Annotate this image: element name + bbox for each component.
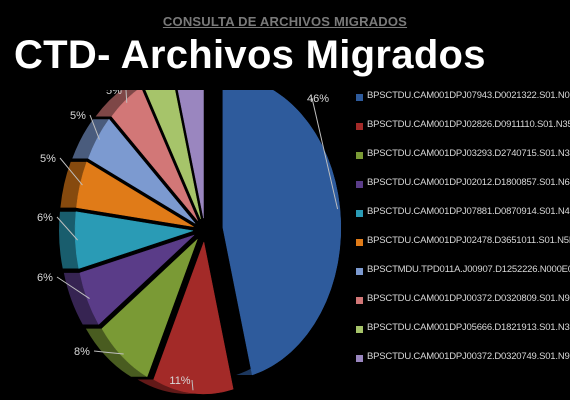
leader-line-2 (191, 379, 194, 391)
data-label-4: 6% (37, 272, 53, 284)
chart-title: CONSULTA DE ARCHIVOS MIGRADOS (162, 14, 408, 29)
data-label-7: 5% (70, 110, 86, 122)
pie-slice-side-5 (59, 211, 79, 269)
leader-line-3 (93, 350, 124, 355)
legend-item-5: BPSCTDU.CAM001DPJ07881.D0870914.S01.N47B… (356, 204, 570, 233)
legend-swatch (356, 239, 363, 246)
legend-item-4: BPSCTDU.CAM001DPJ02012.D1800857.S01.N64A… (356, 175, 570, 204)
legend-swatch (356, 123, 363, 130)
legend-item-8: BPSCTDU.CAM001DPJ00372.D0320809.S01.N9C4… (356, 291, 570, 320)
legend-item-6: BPSCTDU.CAM001DPJ02478.D3651011.S01.N5EF… (356, 233, 570, 262)
legend: BPSCTDU.CAM001DPJ07943.D0021322.S01.N009… (356, 88, 570, 378)
title-banner (0, 30, 538, 90)
legend-swatch (356, 326, 363, 333)
leader-line-6 (59, 157, 83, 186)
legend-swatch (356, 210, 363, 217)
pie-slice-6[interactable] (76, 161, 194, 227)
legend-swatch (356, 152, 363, 159)
pie-slice-side-2 (137, 379, 234, 394)
legend-item-7: BPSCTMDU.TPD011A.J00907.D1252226.N000E00 (356, 262, 570, 291)
legend-item-9: BPSCTDU.CAM001DPJ05666.D1821913.S01.N32C… (356, 320, 570, 349)
legend-label: BPSCTDU.CAM001DPJ07881.D0870914.S01.N47B… (367, 206, 570, 217)
pie-slice-1[interactable] (222, 75, 342, 376)
legend-label: BPSCTDU.CAM001DPJ02012.D1800857.S01.N64A… (367, 177, 570, 188)
legend-label: BPSCTDU.CAM001DPJ07943.D0021322.S01.N009… (367, 90, 570, 101)
pie-slice-side-7 (72, 119, 110, 159)
pie-slice-5[interactable] (74, 211, 194, 269)
legend-label: BPSCTDU.CAM001DPJ03293.D2740715.S01.N34D… (367, 148, 570, 159)
pie-slice-7[interactable] (88, 118, 196, 224)
pie-slice-side-3 (85, 328, 148, 377)
legend-item-2: BPSCTDU.CAM001DPJ02826.D0911110.S01.N35B… (356, 117, 570, 146)
legend-label: BPSCTDU.CAM001DPJ05666.D1821913.S01.N32C… (367, 322, 570, 333)
leader-line-5 (56, 216, 78, 241)
legend-swatch (356, 297, 363, 304)
leader-line-7 (89, 114, 100, 140)
banner-title: CTD- Archivos Migrados (14, 33, 486, 77)
data-label-1: 46% (307, 93, 329, 105)
pie-slice-side-4 (63, 272, 99, 325)
pie-slice-side-6 (60, 161, 87, 208)
data-label-3: 8% (74, 346, 90, 358)
leader-line-4 (56, 276, 90, 299)
legend-item-1: BPSCTDU.CAM001DPJ07943.D0021322.S01.N009… (356, 88, 570, 117)
legend-label: BPSCTDU.CAM001DPJ02826.D0911110.S01.N35B… (367, 119, 570, 130)
data-label-2: 11% (169, 375, 190, 387)
legend-swatch (356, 268, 363, 275)
legend-label: BPSCTMDU.TPD011A.J00907.D1252226.N000E00 (367, 264, 570, 275)
legend-swatch (356, 181, 363, 188)
legend-swatch (356, 355, 363, 362)
pie-slice-3[interactable] (101, 239, 198, 378)
pie-slice-2[interactable] (153, 241, 234, 395)
pie-slice-4[interactable] (79, 234, 195, 325)
leader-line-8 (125, 89, 128, 103)
legend-label: BPSCTDU.CAM001DPJ00372.D0320809.S01.N9C4… (367, 293, 570, 304)
data-label-5: 6% (37, 212, 53, 224)
legend-label: BPSCTDU.CAM001DPJ00372.D0320749.S01.N93D… (367, 351, 570, 362)
data-label-6: 5% (40, 153, 56, 165)
legend-swatch (356, 94, 363, 101)
legend-label: BPSCTDU.CAM001DPJ02478.D3651011.S01.N5EF… (367, 235, 570, 246)
legend-item-3: BPSCTDU.CAM001DPJ03293.D2740715.S01.N34D… (356, 146, 570, 175)
leader-line-1 (311, 97, 339, 210)
legend-item-10: BPSCTDU.CAM001DPJ00372.D0320749.S01.N93D… (356, 349, 570, 378)
pie-slice-side-8 (95, 87, 141, 117)
